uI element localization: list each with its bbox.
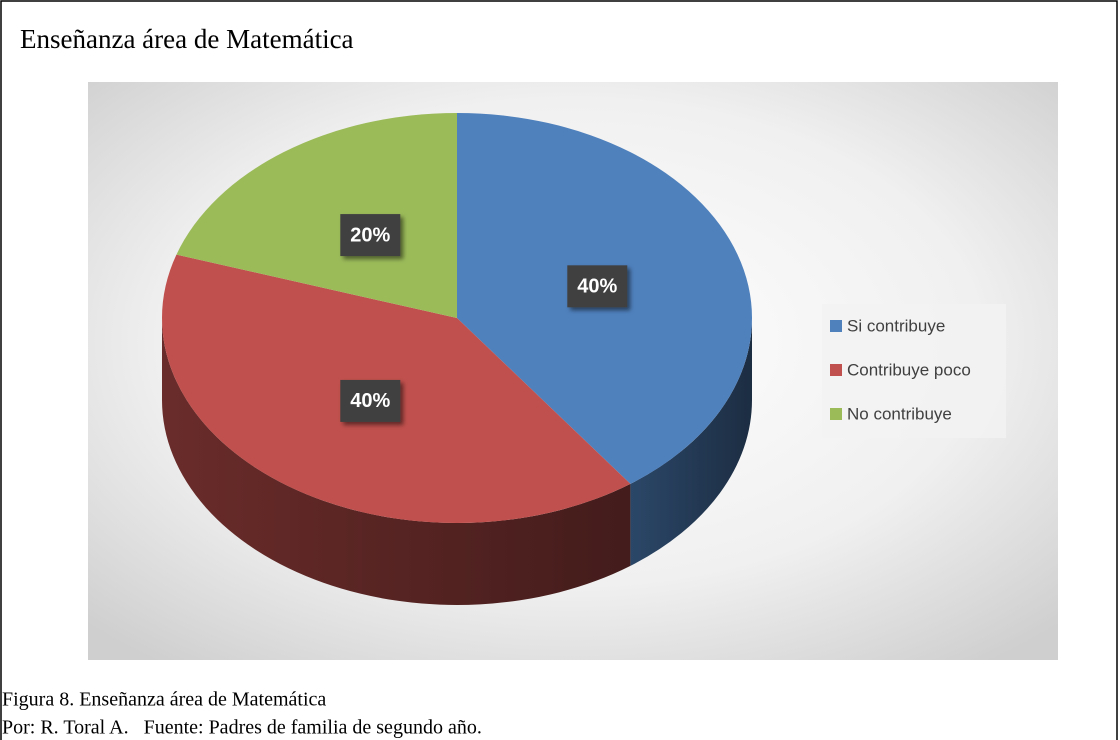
legend-label: Si contribuye: [847, 316, 945, 335]
legend-label: Contribuye poco: [847, 360, 971, 379]
legend-swatch: [830, 320, 842, 332]
caption: Por: R. Toral A. Fuente: Padres de famil…: [2, 717, 482, 739]
data-label: 20%: [350, 224, 390, 246]
data-label-box: [340, 379, 401, 422]
slice: [176, 113, 457, 318]
data-label-box: [340, 214, 401, 257]
data-label: 40%: [350, 390, 390, 412]
caption: Figura 8. Enseñanza área de Matemática: [2, 689, 326, 711]
legend-swatch: [830, 408, 842, 420]
legend-label: No contribuye: [847, 404, 952, 423]
pie: 40% 40% 20%: [162, 113, 753, 605]
data-label: 40%: [577, 276, 617, 298]
data-label-box: [567, 265, 628, 308]
slice-side: [630, 318, 752, 566]
chart-title: Enseñanza área de Matemática: [20, 24, 354, 54]
legend-swatch: [830, 364, 842, 376]
slice-side: [162, 318, 631, 605]
legend-box: [822, 304, 1006, 438]
